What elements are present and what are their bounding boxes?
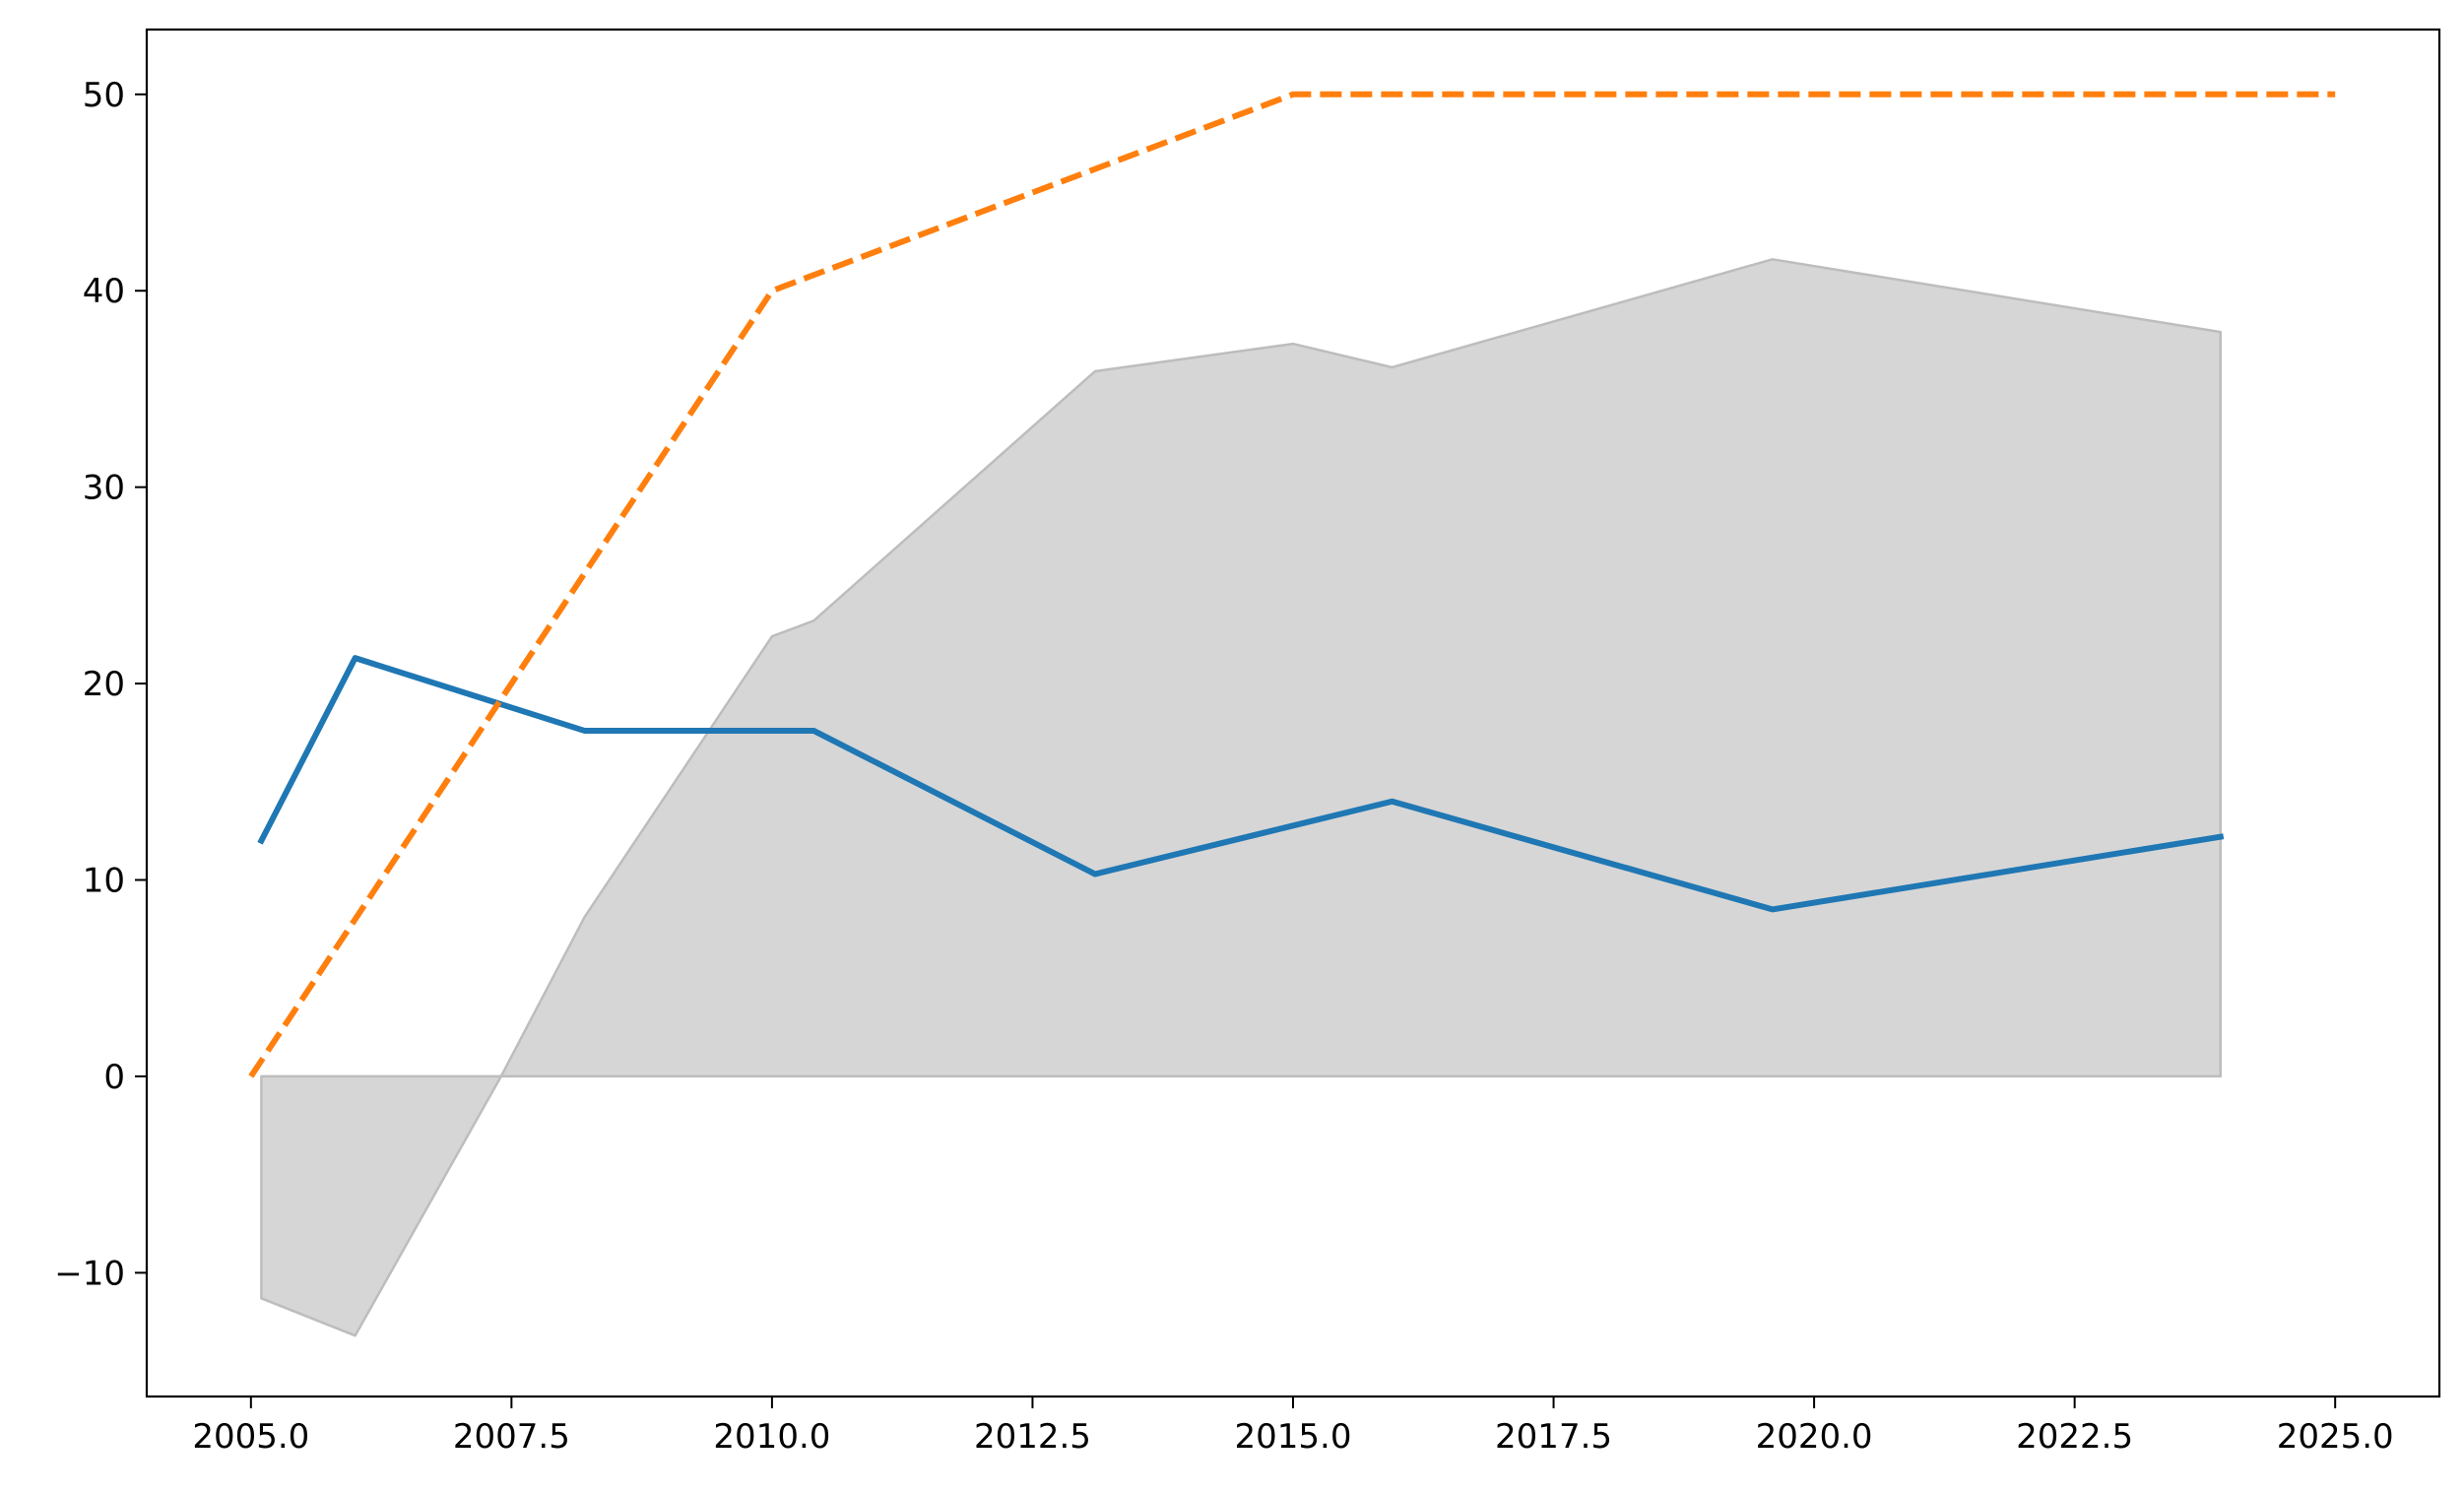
series-line-1 <box>248 91 2336 1078</box>
x-tick-label-8: 2025.0 <box>2277 1417 2394 1457</box>
x-tick-label-1: 2007.5 <box>453 1417 570 1457</box>
x-tick-label-2: 2010.0 <box>713 1417 830 1457</box>
series-layer <box>248 91 2336 1078</box>
y-tick-label-1: 0 <box>103 1058 125 1097</box>
x-axis: 2005.0 2007.5 2010.0 2012.5 2015.0 2017.5 2020… <box>192 1397 2394 1457</box>
y-axis: −10 0 10 20 30 40 50 <box>54 76 147 1293</box>
band-layer <box>260 258 2223 1337</box>
x-tick-label-5: 2017.5 <box>1495 1417 1612 1457</box>
series-line-0 <box>257 655 2225 913</box>
x-tick-label-0: 2005.0 <box>192 1417 309 1457</box>
y-tick-label-5: 40 <box>83 272 125 311</box>
x-tick-label-6: 2020.0 <box>1756 1417 1873 1457</box>
band-area <box>260 258 2223 1337</box>
x-tick-label-7: 2022.5 <box>2016 1417 2133 1457</box>
y-tick-label-6: 50 <box>83 76 125 115</box>
y-tick-label-2: 10 <box>83 862 125 901</box>
y-tick-label-3: 20 <box>83 665 125 704</box>
y-tick-label-0: −10 <box>54 1254 125 1293</box>
x-tick-label-4: 2015.0 <box>1235 1417 1352 1457</box>
x-tick-label-3: 2012.5 <box>974 1417 1091 1457</box>
y-tick-label-4: 30 <box>83 469 125 508</box>
